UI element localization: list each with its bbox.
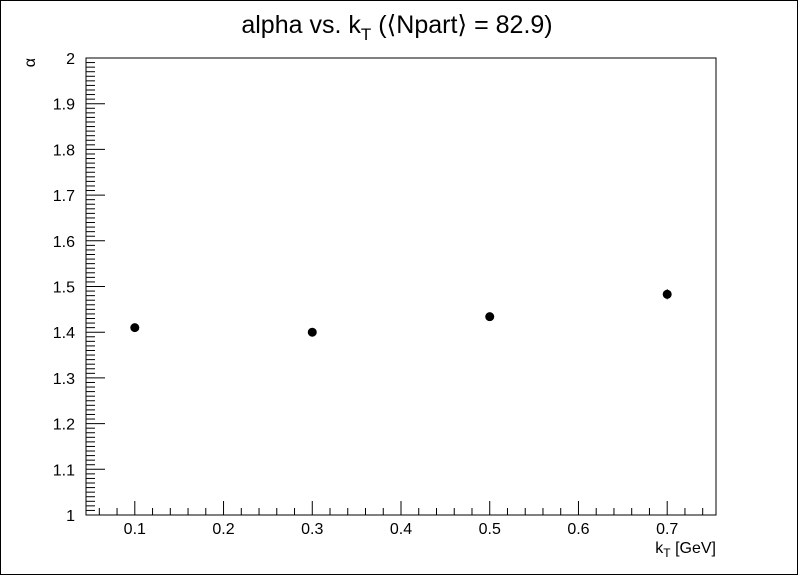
- x-axis-tick-labels: 0.1 0.2 0.3 0.4 0.5 0.6 0.7: [124, 521, 679, 538]
- plot-frame: [85, 57, 717, 516]
- x-tick-label: 0.1: [124, 521, 146, 538]
- x-axis-ticks: [98, 501, 704, 515]
- chart-title: alpha vs. kT (⟨Npart⟩ = 82.9): [241, 11, 552, 44]
- y-tick-label: 1.6: [53, 234, 75, 251]
- x-axis-title: kT [GeV]: [655, 540, 716, 560]
- x-tick-label: 0.4: [390, 521, 412, 538]
- x-tick-label: 0.3: [301, 521, 323, 538]
- data-point: [662, 289, 672, 299]
- y-tick-label: 2: [66, 51, 75, 68]
- x-tick-label: 0.5: [479, 521, 501, 538]
- y-axis-title: α: [22, 58, 39, 67]
- y-tick-label: 1.8: [53, 142, 75, 159]
- y-axis-tick-labels: 1 1.1 1.2 1.3 1.4 1.5 1.6 1.7 1.8 1.9 2: [53, 51, 75, 525]
- y-tick-label: 1.4: [53, 325, 75, 342]
- y-tick-label: 1.5: [53, 280, 75, 297]
- data-points: [130, 289, 672, 337]
- y-tick-label: 1.9: [53, 97, 75, 114]
- x-tick-label: 0.6: [567, 521, 589, 538]
- x-tick-label: 0.2: [212, 521, 234, 538]
- y-tick-label: 1.1: [53, 462, 75, 479]
- data-point: [485, 312, 495, 322]
- y-tick-label: 1.2: [53, 417, 75, 434]
- x-tick-label: 0.7: [656, 521, 678, 538]
- data-point: [307, 327, 317, 337]
- data-point: [130, 323, 140, 333]
- y-tick-label: 1.3: [53, 371, 75, 388]
- y-axis-ticks: [86, 57, 105, 516]
- y-tick-label: 1: [66, 508, 75, 525]
- y-tick-label: 1.7: [53, 188, 75, 205]
